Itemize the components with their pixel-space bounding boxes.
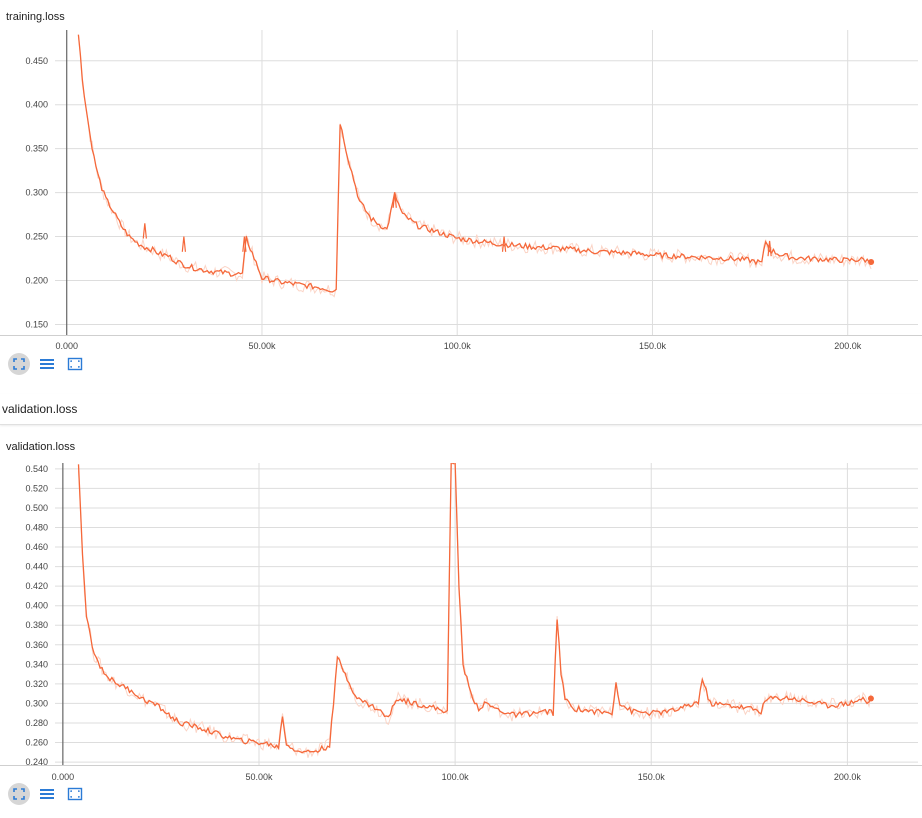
list-icon xyxy=(40,789,54,799)
series-end-marker xyxy=(868,259,875,266)
y-tick-label: 0.500 xyxy=(25,503,48,513)
expand-button[interactable] xyxy=(8,353,30,375)
x-tick-label: 100.0k xyxy=(444,341,472,351)
chart-toolbar xyxy=(8,353,86,375)
x-tick-label: 200.0k xyxy=(834,341,862,351)
y-tick-label: 0.420 xyxy=(25,581,48,591)
x-tick-label: 200.0k xyxy=(834,772,862,782)
y-tick-label: 0.360 xyxy=(25,640,48,650)
y-tick-label: 0.150 xyxy=(25,319,48,329)
y-tick-label: 0.240 xyxy=(25,757,48,767)
y-tick-label: 0.280 xyxy=(25,718,48,728)
x-tick-label: 50.00k xyxy=(248,341,276,351)
fit-domain-button[interactable] xyxy=(64,353,86,375)
validation-loss-card: validation.loss 0.240 0.260 0.280 0.300 0.32… xyxy=(0,430,922,818)
grid xyxy=(0,30,922,336)
y-tick-label: 0.350 xyxy=(25,144,48,154)
y-tick-label: 0.460 xyxy=(25,542,48,552)
y-tick-label: 0.320 xyxy=(25,679,48,689)
y-tick-label: 0.400 xyxy=(25,601,48,611)
fit-domain-button[interactable] xyxy=(64,783,86,805)
chart-toolbar xyxy=(8,783,86,805)
series-spike xyxy=(392,192,397,208)
y-tick-label: 0.200 xyxy=(25,276,48,286)
y-tick-label: 0.380 xyxy=(25,620,48,630)
x-tick-label: 100.0k xyxy=(442,772,470,782)
y-tick-label: 0.520 xyxy=(25,483,48,493)
expand-icon xyxy=(13,788,25,800)
series-spike xyxy=(181,236,187,252)
training-loss-chart[interactable]: 0.150 0.200 0.250 0.300 0.350 0.400 0.450 0.000… xyxy=(0,22,922,352)
y-tick-label: 0.400 xyxy=(25,100,48,110)
series-line xyxy=(77,34,872,293)
expand-icon xyxy=(13,358,25,370)
series-spike xyxy=(767,240,772,257)
raw-series-line xyxy=(77,34,872,298)
fit-domain-icon xyxy=(67,787,83,801)
grid xyxy=(0,463,922,766)
card-title: validation.loss xyxy=(6,441,76,453)
series-line xyxy=(77,463,872,754)
section-title: validation.loss xyxy=(2,402,78,416)
y-tick-label: 0.450 xyxy=(25,56,48,66)
x-tick-label: 150.0k xyxy=(639,341,667,351)
y-tick-label: 0.440 xyxy=(25,562,48,572)
y-tick-label: 0.340 xyxy=(25,659,48,669)
x-tick-label: 50.00k xyxy=(245,772,273,782)
toggle-y-log-button[interactable] xyxy=(36,353,58,375)
series-spike xyxy=(242,236,247,252)
y-tick-label: 0.300 xyxy=(25,188,48,198)
y-tick-label: 0.300 xyxy=(25,698,48,708)
expand-button[interactable] xyxy=(8,783,30,805)
validation-loss-chart[interactable]: 0.240 0.260 0.280 0.300 0.320 0.340 0.360 0.380… xyxy=(0,460,922,790)
x-tick-label: 150.0k xyxy=(638,772,666,782)
y-tick-label: 0.480 xyxy=(25,523,48,533)
fit-domain-icon xyxy=(67,357,83,371)
x-tick-label: 0.000 xyxy=(55,341,78,351)
training-loss-card: training.loss 0.150 0.200 0.250 0.300 0.350 0… xyxy=(0,0,922,392)
list-icon xyxy=(40,359,54,369)
raw-series-line xyxy=(78,463,872,758)
toggle-y-log-button[interactable] xyxy=(36,783,58,805)
x-tick-label: 0.000 xyxy=(52,772,75,782)
y-tick-label: 0.260 xyxy=(25,738,48,748)
series-spike xyxy=(501,236,507,252)
card-title: training.loss xyxy=(6,11,65,23)
y-tick-label: 0.540 xyxy=(25,464,48,474)
y-tick-label: 0.250 xyxy=(25,232,48,242)
series-end-marker xyxy=(867,695,874,702)
validation-section-header[interactable]: validation.loss xyxy=(0,394,922,425)
series-spike xyxy=(142,223,147,239)
